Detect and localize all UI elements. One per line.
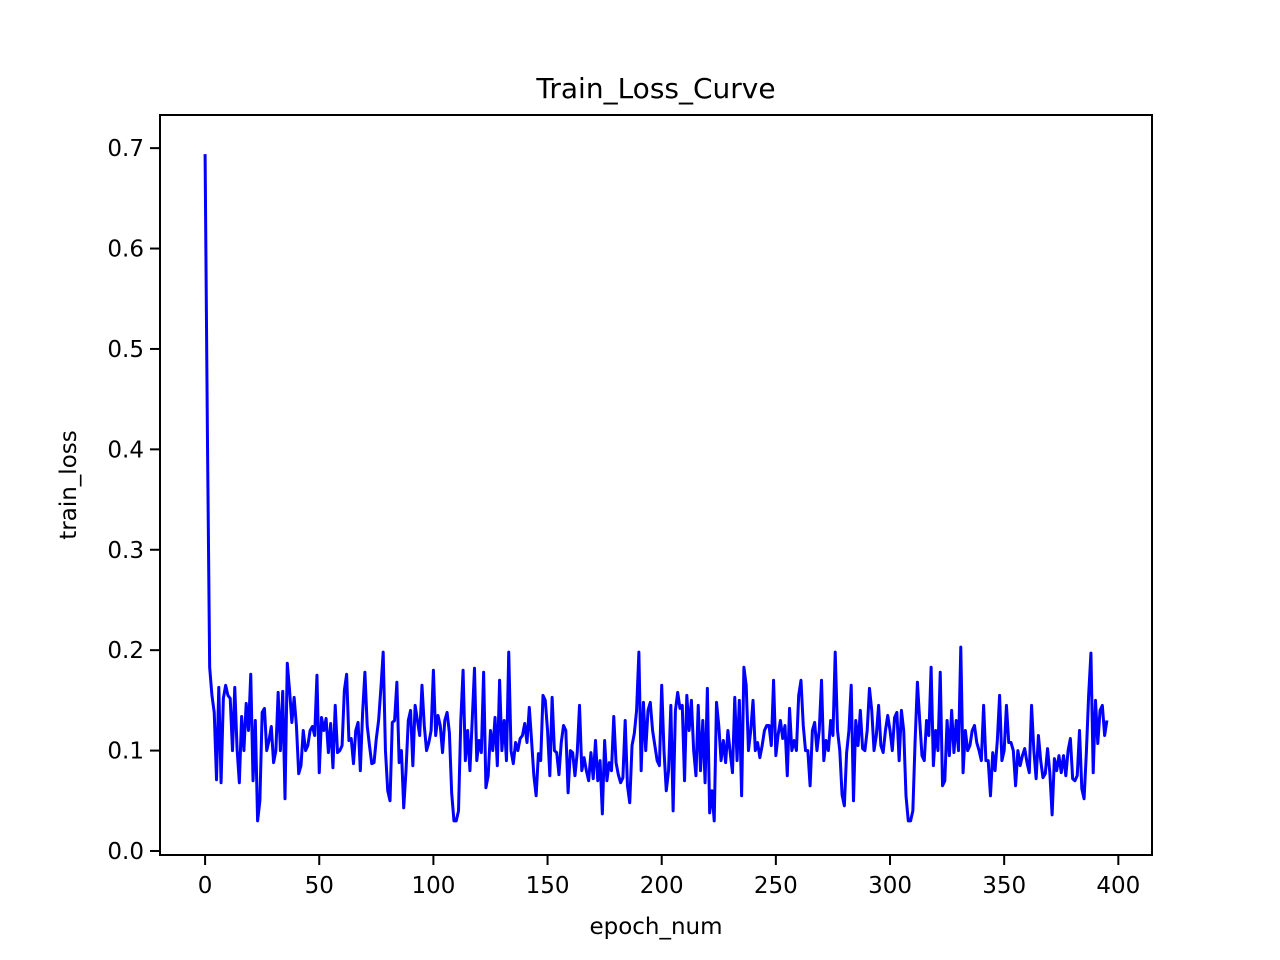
x-tick-label: 400 xyxy=(1096,873,1140,899)
x-tick-label: 350 xyxy=(982,873,1026,899)
plot-frame xyxy=(159,114,1153,856)
x-tick-label: 100 xyxy=(411,873,455,899)
chart-title: Train_Loss_Curve xyxy=(535,72,775,105)
y-tick-label: 0.3 xyxy=(107,538,144,564)
y-tick-label: 0.4 xyxy=(107,437,144,463)
x-tick-label: 300 xyxy=(868,873,912,899)
loss-line xyxy=(203,154,1109,823)
x-tick-label: 150 xyxy=(526,873,570,899)
y-tick-label: 0.2 xyxy=(107,638,144,664)
y-tick-label: 0.0 xyxy=(107,839,144,865)
y-tick-label: 0.6 xyxy=(107,237,144,263)
x-tick-label: 0 xyxy=(198,873,213,899)
y-axis-label: train_loss xyxy=(56,430,82,539)
x-tick-label: 200 xyxy=(640,873,684,899)
x-axis-label: epoch_num xyxy=(589,914,722,940)
y-tick-label: 0.5 xyxy=(107,337,144,363)
x-tick-label: 250 xyxy=(754,873,798,899)
y-tick-label: 0.1 xyxy=(107,739,144,765)
x-tick-label: 50 xyxy=(305,873,334,899)
y-tick-label: 0.7 xyxy=(107,136,144,162)
